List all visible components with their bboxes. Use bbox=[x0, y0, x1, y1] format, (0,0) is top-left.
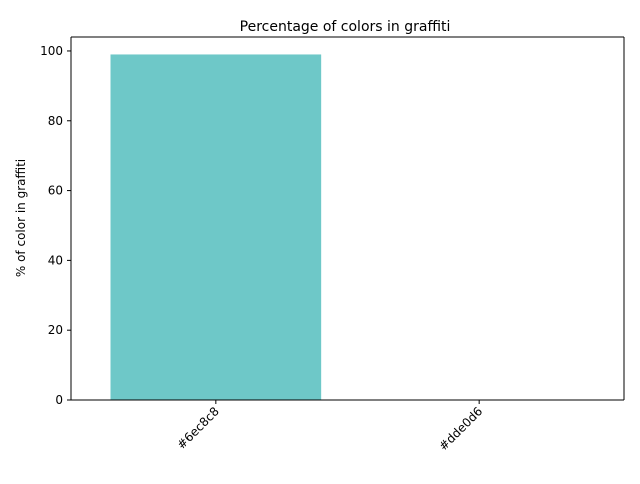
plot-area: 0 20 40 60 80 100 #6ec8c8 #dde0d6 bbox=[40, 36, 625, 453]
y-tick-label-2: 40 bbox=[48, 253, 63, 267]
y-tick-label-5: 100 bbox=[40, 44, 63, 58]
y-tick-label-0: 0 bbox=[55, 393, 63, 407]
x-tick-label-1: #dde0d6 bbox=[436, 404, 485, 453]
y-tick-label-1: 20 bbox=[48, 323, 63, 337]
chart-title: Percentage of colors in graffiti bbox=[240, 19, 451, 35]
bar-0 bbox=[110, 54, 322, 400]
y-tick-label-3: 60 bbox=[48, 184, 63, 198]
y-tick-label-4: 80 bbox=[48, 114, 63, 128]
y-axis-label: % of color in graffiti bbox=[14, 159, 28, 277]
x-tick-label-0: #6ec8c8 bbox=[174, 404, 222, 452]
